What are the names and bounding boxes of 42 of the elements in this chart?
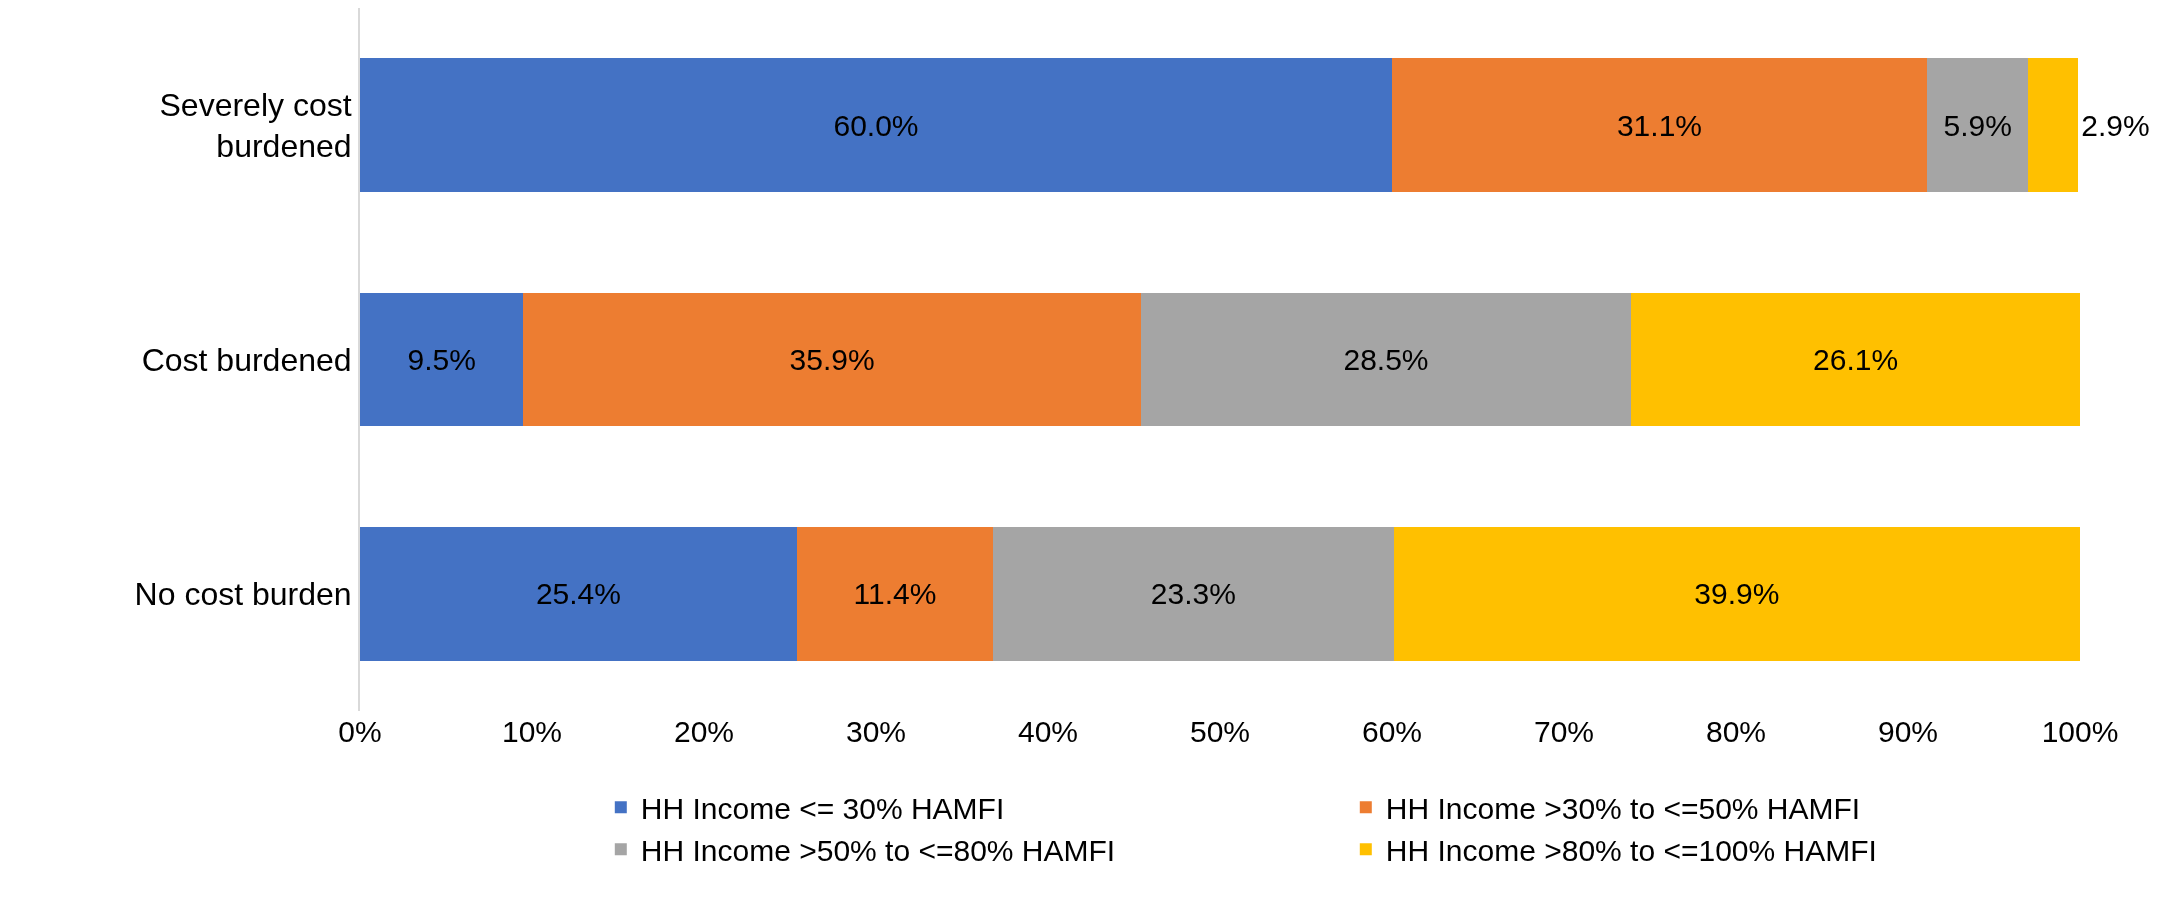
x-tick-label: 30% [845, 715, 907, 748]
data-label: 39.9% [1694, 577, 1780, 611]
data-label: 5.9% [1943, 108, 2012, 142]
bar [360, 58, 1392, 192]
legend-label: HH Income >50% to <=80% HAMFI [640, 834, 1116, 867]
data-label: 35.9% [789, 343, 875, 377]
data-label: 11.4% [853, 577, 937, 611]
x-tick-label: 100% [2041, 715, 2119, 748]
bar [796, 527, 993, 661]
legend-label: HH Income >30% to <=50% HAMFI [1385, 792, 1861, 825]
bar [2028, 58, 2079, 192]
data-label: 60.0% [833, 108, 919, 142]
x-tick-label: 50% [1189, 715, 1251, 748]
y-tick-label: Cost burdened [141, 341, 352, 378]
bar [992, 527, 1394, 661]
data-label: 28.5% [1343, 343, 1429, 377]
x-tick-label: 0% [338, 715, 382, 748]
bar [360, 292, 524, 427]
data-label: 26.1% [1813, 343, 1899, 377]
x-tick-label: 90% [1877, 715, 1939, 748]
bar [1140, 292, 1632, 427]
legend-label: HH Income <= 30% HAMFI [640, 792, 1005, 825]
bar [1926, 58, 2029, 192]
x-tick-label: 40% [1017, 715, 1079, 748]
x-tick-label: 60% [1361, 715, 1423, 748]
x-tick-label: 80% [1705, 715, 1767, 748]
y-tick-label: No cost burden [134, 576, 352, 613]
bar [523, 292, 1141, 427]
x-tick-label: 20% [673, 715, 735, 748]
bar [1631, 292, 2080, 427]
bar [1393, 527, 2080, 661]
x-tick-label: 10% [501, 715, 563, 748]
x-tick-label: 70% [1533, 715, 1595, 748]
data-label: 31.1% [1616, 108, 1702, 142]
data-label: 25.4% [535, 577, 621, 611]
data-label: 9.5% [407, 343, 476, 377]
legend-label: HH Income >80% to <=100% HAMFI [1385, 834, 1877, 867]
data-label: 23.3% [1150, 577, 1236, 611]
bar [360, 527, 797, 661]
data-label: 2.9% [2081, 108, 2150, 142]
y-tick-label: Severely cost burdened [159, 86, 352, 165]
bar [1392, 58, 1927, 192]
